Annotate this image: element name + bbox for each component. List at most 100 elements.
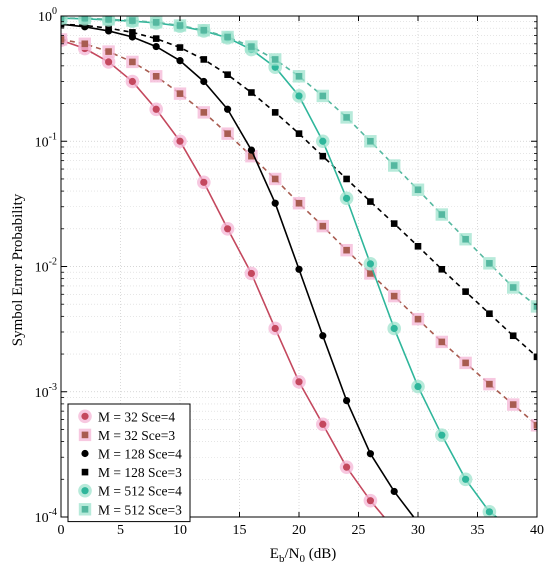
data-point: [414, 242, 422, 250]
data-point: [319, 92, 327, 100]
series-2: [61, 33, 537, 432]
data-point: [152, 19, 160, 26]
x-tick-label: 5: [117, 523, 124, 538]
y-tick-label: 10-4: [35, 507, 57, 526]
data-point: [224, 130, 231, 137]
legend-marker: [81, 449, 89, 458]
data-point: [176, 22, 184, 29]
legend-box: [67, 403, 191, 523]
x-tick-label: 20: [292, 523, 306, 538]
data-point: [105, 58, 113, 66]
data-point: [105, 16, 112, 23]
legend-label: M = 128 Sce=4: [98, 447, 182, 462]
data-point: [61, 36, 65, 43]
data-point: [200, 56, 208, 63]
data-point: [438, 541, 445, 548]
x-tick-label: 0: [58, 523, 65, 538]
data-point-halo: [506, 522, 520, 536]
data-point: [485, 508, 493, 516]
data-point: [390, 162, 398, 169]
data-point: [509, 332, 517, 340]
data-point: [390, 324, 398, 333]
x-tick-label: 30: [411, 523, 425, 538]
data-point: [343, 396, 351, 405]
data-point: [224, 225, 232, 233]
data-point: [105, 24, 112, 32]
data-point: [105, 48, 112, 55]
data-point: [509, 401, 517, 408]
data-point: [271, 175, 279, 183]
data-point: [438, 338, 446, 346]
data-point: [486, 260, 493, 267]
data-point: [295, 73, 303, 80]
x-tick-label: 35: [471, 523, 485, 538]
series-line: [61, 17, 537, 308]
data-point: [390, 220, 398, 227]
x-tick-label: 40: [530, 523, 544, 538]
data-point: [533, 303, 537, 310]
data-point: [295, 265, 303, 273]
y-tick-label: 10-3: [35, 382, 57, 401]
data-point: [366, 497, 374, 505]
axes: 0 5 10 15 20 25 30 35 40 100 10-1 10-2 10-3 10-4: [35, 6, 544, 538]
data-point: [152, 42, 160, 51]
data-point: [200, 26, 208, 34]
data-point: [343, 175, 350, 183]
data-point: [81, 16, 89, 22]
data-point: [224, 71, 231, 78]
data-point: [390, 292, 398, 300]
data-point: [319, 332, 327, 340]
data-point: [319, 420, 327, 428]
legend-marker: [81, 487, 89, 495]
data-point: [319, 137, 327, 145]
data-point: [367, 198, 374, 205]
legend: M = 32 Sce=4 M = 32 Sce=3 M = 128 Sce=4 M =…: [67, 403, 191, 523]
data-point: [176, 137, 184, 145]
data-point: [295, 130, 303, 137]
data-point: [533, 353, 537, 361]
data-point: [200, 109, 208, 116]
series-line: [61, 38, 537, 426]
legend-marker: [81, 506, 89, 513]
legend-label: M = 512 Sce=4: [98, 484, 182, 499]
data-point: [271, 56, 279, 63]
x-tick-label: 10: [173, 523, 187, 538]
series-6: [61, 16, 537, 313]
data-point: [509, 284, 517, 291]
data-point: [224, 105, 232, 113]
data-point: [438, 265, 446, 273]
y-tick-label: 10-2: [35, 257, 57, 276]
data-point: [366, 260, 374, 268]
data-point-halo: [387, 522, 401, 536]
data-point: [390, 487, 398, 496]
data-point: [343, 194, 351, 202]
data-point: [224, 33, 231, 41]
legend-label: M = 32 Sce=4: [98, 409, 175, 424]
data-point: [247, 146, 255, 154]
data-point: [271, 199, 279, 207]
data-point: [271, 324, 279, 333]
data-point: [200, 178, 208, 186]
data-point: [61, 16, 65, 22]
data-point: [414, 186, 422, 194]
legend-label: M = 512 Sce=3: [98, 502, 182, 517]
legend-label: M = 128 Sce=3: [98, 465, 182, 480]
data-point: [295, 378, 303, 386]
data-point: [248, 152, 255, 160]
plot-series: [61, 16, 537, 548]
legend-label: M = 32 Sce=3: [98, 428, 175, 443]
data-point: [176, 57, 184, 65]
y-axis-label: Symbol Error Probability: [10, 193, 26, 346]
legend-marker: [81, 431, 89, 439]
data-point: [176, 44, 184, 51]
data-point: [152, 73, 160, 80]
data-point: [367, 137, 374, 145]
data-point: [533, 421, 537, 429]
data-point: [462, 475, 470, 483]
x-axis-label: Eb/N0 (dB): [270, 546, 336, 565]
data-point: [343, 114, 350, 121]
x-tick-label: 25: [352, 523, 366, 538]
data-point: [129, 17, 136, 24]
